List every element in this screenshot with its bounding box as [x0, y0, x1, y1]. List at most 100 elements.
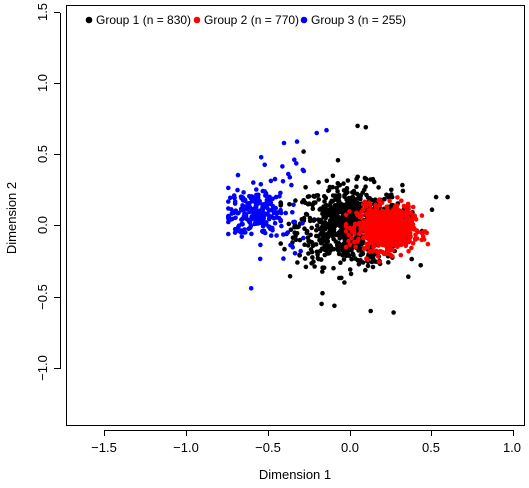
data-point-group-1	[334, 185, 340, 191]
data-point-group-1	[313, 242, 319, 247]
data-point-group-1	[310, 202, 315, 208]
x-tick-label: 1.0	[503, 440, 521, 455]
data-point-group-1	[278, 201, 284, 207]
data-point-group-3	[235, 187, 240, 193]
data-point-group-1	[342, 237, 348, 242]
data-point-group-3	[244, 207, 249, 212]
data-point-group-1	[368, 254, 374, 260]
data-point-group-1	[309, 239, 315, 245]
data-point-group-1	[358, 193, 364, 198]
data-point-group-1	[297, 237, 303, 243]
data-point-group-1	[288, 227, 294, 232]
x-tick-label: −1.5	[91, 440, 117, 455]
data-point-group-1	[320, 235, 325, 241]
legend-marker-group-3	[300, 16, 308, 24]
data-point-group-2	[357, 221, 363, 226]
data-point-group-2	[361, 207, 366, 212]
data-point-group-1	[282, 246, 287, 252]
data-point-group-1	[320, 269, 325, 274]
data-point-group-1	[324, 178, 330, 184]
data-point-group-2	[374, 205, 380, 211]
data-point-group-1	[292, 230, 298, 235]
data-point-group-2	[412, 227, 417, 232]
data-point-group-1	[342, 280, 347, 285]
data-point-group-3	[235, 172, 241, 178]
data-point-group-3	[226, 219, 231, 225]
data-point-group-3	[280, 179, 286, 184]
data-point-group-2	[384, 207, 390, 213]
data-point-group-2	[366, 200, 372, 205]
data-point-group-1	[355, 123, 360, 129]
data-point-group-1	[338, 260, 343, 266]
data-point-group-3	[247, 204, 253, 210]
data-point-group-1	[293, 198, 298, 203]
data-point-group-2	[367, 230, 372, 236]
data-point-group-2	[378, 248, 383, 254]
legend-label-group-1: Group 1 (n = 830)	[96, 13, 191, 27]
data-point-group-2	[362, 246, 368, 251]
data-point-group-1	[278, 241, 284, 246]
data-point-group-2	[371, 244, 377, 250]
data-point-group-3	[255, 195, 261, 200]
y-tick-label: 1.5	[35, 3, 50, 21]
data-point-group-1	[433, 194, 439, 200]
data-point-group-3	[255, 214, 260, 219]
data-point-group-2	[343, 224, 349, 230]
data-point-group-3	[258, 155, 264, 160]
data-point-group-1	[349, 196, 355, 202]
data-point-group-3	[232, 230, 238, 235]
data-point-group-2	[376, 222, 381, 227]
data-point-group-1	[344, 253, 349, 259]
data-point-group-2	[371, 214, 377, 219]
data-point-group-2	[404, 240, 409, 246]
data-point-group-2	[396, 213, 401, 218]
data-point-group-2	[371, 230, 377, 235]
data-point-group-1	[335, 202, 340, 207]
data-point-group-2	[347, 209, 352, 214]
data-point-group-3	[300, 167, 306, 173]
data-point-group-3	[281, 140, 287, 146]
data-point-group-1	[315, 252, 320, 257]
data-point-group-3	[268, 233, 274, 238]
data-point-group-2	[379, 200, 385, 206]
data-point-group-1	[324, 214, 329, 219]
legend: Group 1 (n = 830) Group 2 (n = 770) Grou…	[85, 13, 406, 27]
data-point-group-1	[316, 180, 321, 185]
data-point-group-2	[413, 232, 418, 238]
data-point-group-3	[249, 231, 254, 237]
data-point-group-3	[230, 216, 235, 222]
data-point-group-2	[365, 218, 371, 223]
data-point-group-1	[305, 235, 311, 240]
data-point-group-1	[310, 255, 315, 260]
data-point-group-1	[334, 216, 339, 222]
data-point-group-3	[294, 161, 299, 166]
data-point-group-1	[356, 261, 362, 267]
data-point-group-1	[337, 236, 343, 241]
data-point-group-2	[406, 249, 411, 254]
data-point-group-1	[319, 301, 324, 307]
data-point-group-1	[359, 241, 364, 247]
data-point-group-3	[289, 182, 294, 188]
data-point-group-3	[239, 208, 244, 213]
data-point-group-1	[328, 221, 333, 227]
data-point-group-3	[244, 217, 250, 222]
data-point-group-3	[278, 218, 284, 223]
data-point-group-2	[389, 225, 395, 230]
data-point-group-1	[365, 263, 371, 269]
data-point-group-1	[341, 188, 347, 193]
data-point-group-2	[398, 252, 404, 258]
data-point-group-1	[296, 224, 301, 230]
data-point-group-3	[241, 190, 246, 195]
data-point-group-3	[228, 195, 233, 201]
data-point-group-2	[343, 212, 349, 218]
data-point-group-1	[314, 228, 319, 233]
data-point-group-1	[350, 251, 356, 257]
data-point-group-1	[303, 185, 308, 190]
data-point-group-2	[402, 229, 407, 235]
data-point-group-2	[381, 210, 387, 216]
data-point-group-1	[363, 267, 368, 273]
data-point-group-1	[340, 252, 345, 258]
data-point-group-3	[280, 164, 285, 169]
data-point-group-1	[325, 239, 331, 244]
data-point-group-1	[358, 258, 363, 263]
